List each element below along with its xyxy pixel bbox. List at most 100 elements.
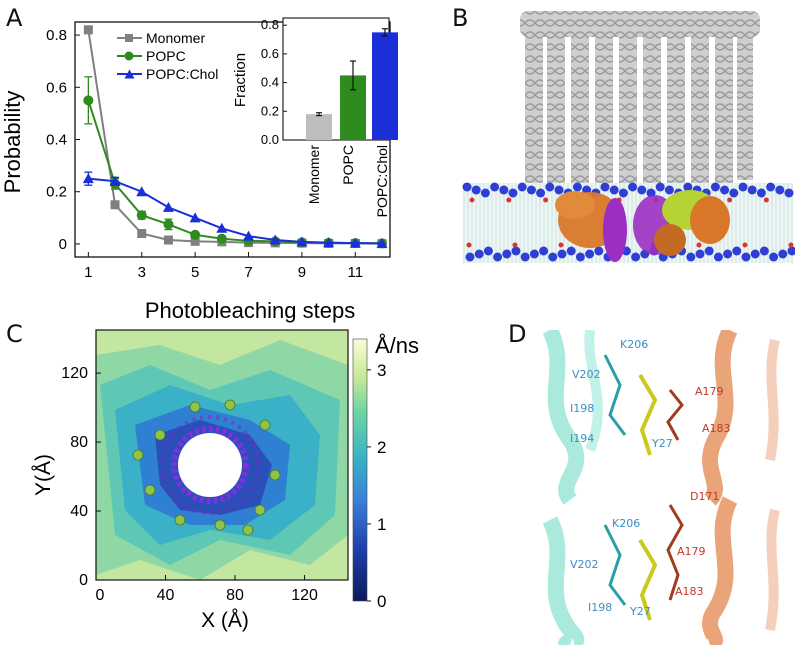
headgroup-sphere: [502, 249, 512, 259]
headgroup-sphere: [750, 249, 760, 259]
colorbar-ticks: 0 1 2 3: [367, 361, 386, 611]
headgroup-sphere: [747, 185, 757, 195]
inset-y-label: Fraction: [232, 53, 249, 107]
pore-hole: [178, 433, 242, 497]
heatmap-x-tick-label: 80: [226, 587, 244, 604]
heatmap-frame: [95, 329, 349, 581]
data-point-popc: [163, 219, 174, 230]
headgroup-sphere: [572, 182, 582, 192]
headgroup-sphere: [539, 246, 549, 256]
res-label-i194-top: I194: [570, 432, 594, 445]
data-point-popc: [83, 95, 94, 106]
inset-ticks: 0.0 0.2 0.4 0.6 0.8: [261, 17, 287, 147]
inset-bar-monomer: [306, 114, 332, 140]
data-point-popc-chol: [243, 230, 255, 241]
heatmap-y-tick-label: 80: [70, 434, 88, 451]
headgroup-sphere: [566, 246, 576, 256]
transmembrane-region: [555, 190, 730, 262]
headgroup-sphere: [784, 188, 794, 198]
res-label-d171-bottom: D171: [690, 490, 719, 503]
top-structure: K206 V202 I198 I194 A179 A183 Y27: [542, 330, 780, 506]
membrane-bilayer: [462, 182, 795, 263]
res-label-k206-top: K206: [620, 338, 648, 351]
legend-item-popc-chol: POPC:Chol: [117, 66, 218, 82]
legend-label-popc: POPC: [146, 48, 186, 64]
colorbar-tick-label: 3: [377, 361, 386, 380]
oxygen-sphere: [742, 242, 748, 248]
res-label-v202-top: V202: [572, 368, 601, 381]
y-tick-label: 0.8: [46, 27, 67, 44]
headgroup-sphere: [536, 188, 546, 198]
heatmap-x-tick-label: 40: [157, 587, 175, 604]
legend-item-popc: POPC: [117, 48, 186, 64]
headgroup-sphere: [631, 252, 641, 262]
data-point-popc-chol: [296, 236, 308, 247]
inset-cat-monomer: Monomer: [306, 145, 322, 204]
headgroup-sphere: [759, 246, 769, 256]
colorbar-tick-label: 1: [377, 515, 386, 534]
headgroup-sphere: [741, 252, 751, 262]
y-tick-label: 0: [59, 236, 67, 253]
headgroup-sphere: [520, 252, 530, 262]
res-label-v202-bottom: V202: [570, 558, 599, 571]
data-point-monomer: [190, 236, 200, 246]
inset-y-tick-label: 0.8: [261, 17, 279, 32]
headgroup-sphere: [480, 188, 490, 198]
oxygen-sphere: [788, 242, 794, 248]
headgroup-sphere: [474, 249, 484, 259]
inset-y-tick-label: 0.0: [261, 132, 279, 147]
headgroup-sphere: [775, 185, 785, 195]
heatmap-y-tick-label: 40: [70, 503, 88, 520]
data-point-popc-chol: [162, 201, 174, 212]
oxygen-sphere: [469, 197, 475, 203]
y-tick-label: 0.2: [46, 184, 67, 201]
res-label-a179-top: A179: [695, 385, 724, 398]
inset-cat-popc: POPC: [340, 145, 356, 185]
headgroup-sphere: [585, 249, 595, 259]
headgroup-sphere: [600, 182, 610, 192]
headgroup-sphere: [529, 249, 539, 259]
oxygen-sphere: [506, 197, 512, 203]
headgroup-sphere: [695, 249, 705, 259]
oxygen-sphere: [727, 197, 733, 203]
headgroup-sphere: [490, 182, 500, 192]
data-point-popc-chol: [82, 173, 94, 184]
legend-label-popc-chol: POPC:Chol: [146, 66, 218, 82]
inset-y-tick-label: 0.4: [261, 75, 279, 90]
headgroup-sphere: [493, 252, 503, 262]
heatmap-ticks: 00 40 40 80 80 120 120: [61, 365, 318, 604]
oxygen-sphere: [696, 242, 702, 248]
colorbar-tick-label: 0: [377, 592, 386, 611]
res-label-y27-bottom: Y27: [629, 605, 651, 618]
headgroup-sphere: [499, 185, 509, 195]
inset-bar-popc-chol: [372, 32, 398, 141]
headgroup-sphere: [609, 185, 619, 195]
data-point-popc-chol: [189, 212, 201, 223]
green-helix-markers: [132, 399, 281, 536]
y-axis-label: Probability: [0, 91, 25, 194]
x-axis-label: Photobleaching steps: [145, 298, 355, 323]
inset-chart: 0.0 0.2 0.4 0.6 0.8 Fraction Monomer POPC PO…: [232, 17, 398, 217]
headgroup-sphere: [465, 252, 475, 262]
panel-letter-b: B: [452, 4, 469, 32]
heatmap-x-tick-label: 120: [291, 587, 318, 604]
headgroup-sphere: [766, 182, 776, 192]
headgroup-sphere: [738, 182, 748, 192]
headgroup-sphere: [720, 185, 730, 195]
headgroup-sphere: [517, 182, 527, 192]
headgroup-sphere: [683, 182, 693, 192]
headgroup-sphere: [729, 188, 739, 198]
headgroup-sphere: [704, 246, 714, 256]
heatmap-field: [96, 330, 348, 580]
x-tick-label: 11: [348, 264, 364, 281]
data-point-popc-chol: [376, 237, 388, 248]
legend-item-monomer: Monomer: [117, 30, 205, 46]
headgroup-sphere: [462, 182, 472, 192]
heatmap-x-tick-label: 0: [96, 587, 105, 604]
heatmap-x-label: X (Å): [201, 609, 249, 632]
headgroup-sphere: [557, 249, 567, 259]
headgroup-sphere: [554, 185, 564, 195]
res-label-y27-top: Y27: [651, 437, 673, 450]
data-point-popc-chol: [136, 186, 148, 197]
inset-y-tick-label: 0.6: [261, 46, 279, 61]
